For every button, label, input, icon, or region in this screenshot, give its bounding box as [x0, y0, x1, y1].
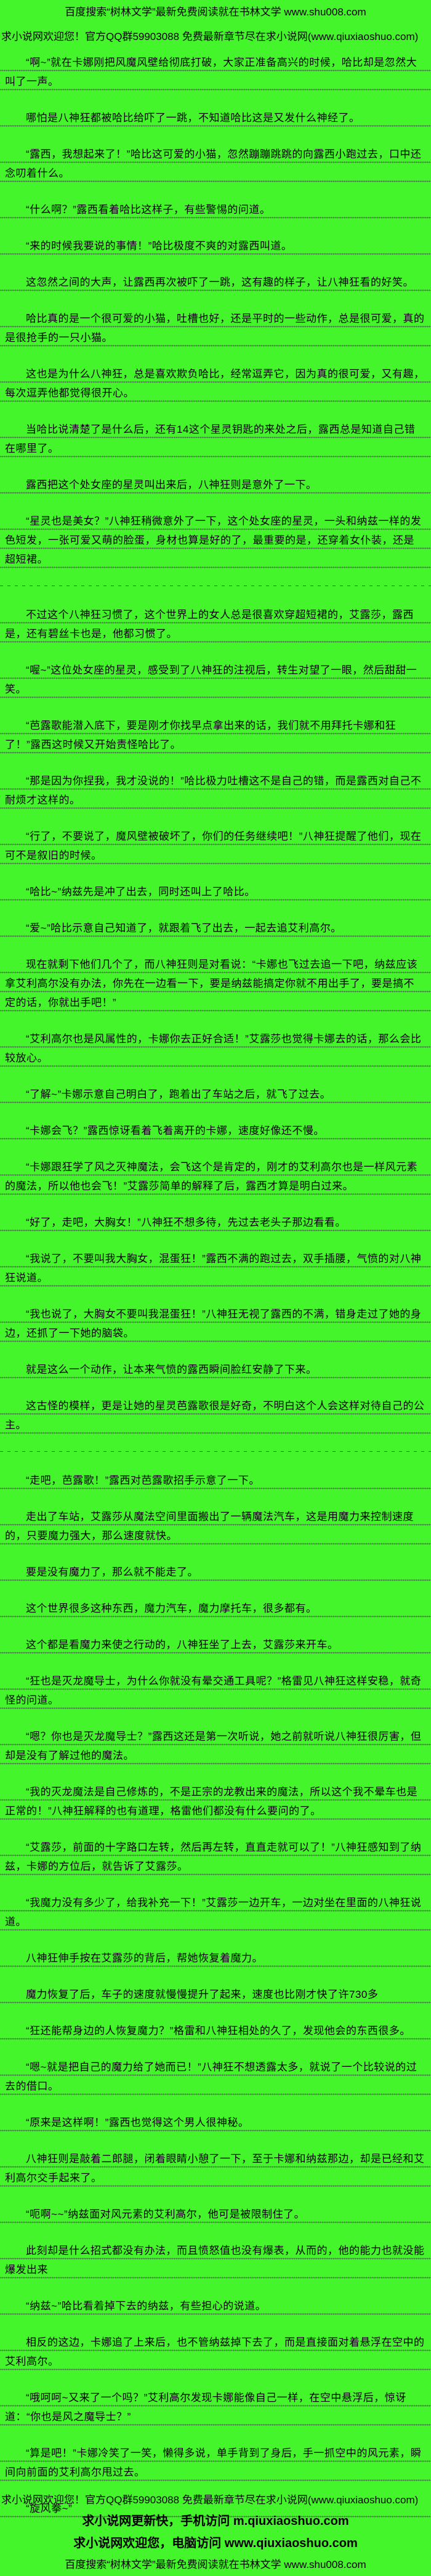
story-paragraph: “哦呵呵~又来了一个吗？”艾利高尔发现卡娜能像自己一样，在空中悬浮后，惊讶道：“… [0, 2388, 431, 2426]
story-paragraph: “嗯？你也是灭龙魔导士？”露西这还是第一次听说，她之前就听说八神狂很厉害，但却是… [0, 1727, 431, 1765]
story-paragraph: 这也是为什么八神狂，总是喜欢欺负哈比，经常逗弄它，因为真的很可爱，又有趣，每次逗… [0, 364, 431, 403]
story-paragraph: “什么啊？”露西看着哈比这样子，有些警惕的问道。 [0, 200, 431, 219]
story-paragraph: “呃啊~~”纳兹面对风元素的艾利高尔，他可是被限制住了。 [0, 2205, 431, 2224]
story-paragraph: “芭露歌能潜入底下，要是刚才你找早点拿出来的话，我们就不用拜托卡娜和狂了！”露西… [0, 716, 431, 754]
story-paragraph: “艾利高尔也是风属性的，卡娜你去正好合适！”艾露莎也觉得卡娜去的话，那么会比较放… [0, 1029, 431, 1068]
footer-promo-shu008: 百度搜索“树林文学”最新免费阅读就在书林文学 www.shu008.com [65, 2559, 366, 2570]
story-paragraph: “我魔力没有多少了，给我补充一下！”艾露莎一边开车，一边对坐在里面的八神狂说道。 [0, 1893, 431, 1931]
story-paragraph: 哪怕是八神狂都被哈比给吓了一跳，不知道哈比这是又发什么神经了。 [0, 108, 431, 127]
story-paragraph: “狂也是灭龙魔导士，为什么你就没有晕交通工具呢？”格雷见八神狂这样安稳，就奇怪的… [0, 1672, 431, 1710]
story-paragraph: 不过这个八神狂习惯了，这个世界上的女人总是很喜欢穿超短裙的，艾露莎，露西是，还有… [0, 605, 431, 643]
story-paragraph: “星灵也是美女？”八神狂稍微意外了一下，这个处女座的星灵，一头和纳兹一样的发色短… [0, 512, 431, 569]
story-paragraph: “狂还能帮身边的人恢复魔力？”格雷和八神狂相处的久了，发现他会的东西很多。 [0, 2021, 431, 2040]
story-paragraph: “露西，我想起来了！”哈比这可爱的小猫，忽然蹦蹦跳跳的向露西小跑过去，口中还念叨… [0, 145, 431, 183]
header-promo-shu008: 百度搜索“树林文学”最新免费阅读就在书林文学 www.shu008.com [65, 6, 366, 18]
story-paragraph: “好了，走吧，大胸女！”八神狂不想多待，先过去老头子那边看看。 [0, 1213, 431, 1232]
story-paragraph: 八神狂伸手按在艾露莎的背后，帮她恢复着魔力。 [0, 1949, 431, 1968]
blank-rule-line [0, 1435, 431, 1454]
story-paragraph: “爱~”哈比示意自己知道了，就跟着飞了出去，一起去追艾利高尔。 [0, 919, 431, 938]
story-paragraph: “卡娜会飞？”露西惊讶看着飞着离开的卡娜，速度好像还不慢。 [0, 1121, 431, 1140]
story-paragraph: 露西把这个处女座的星灵叫出来后，八神狂则是意外了一下。 [0, 475, 431, 494]
footer-promo-qq-group: 求小说网欢迎您！官方QQ群59903088 免费最新章节尽在求小说网(www.q… [1, 2494, 419, 2506]
story-paragraph: 这古怪的模样，更是让她的星灵芭露歌很是好奇，不明白这个人会这样对待自己的公主。 [0, 1396, 431, 1435]
header-promo-qiuxiaoshuo: 求小说网欢迎您！官方QQ群59903088 免费最新章节尽在求小说网(www.q… [1, 31, 419, 42]
story-paragraph: 这忽然之间的大声，让露西再次被吓了一跳，这有趣的样子，让八神狂看的好笑。 [0, 273, 431, 292]
story-paragraph: 这个世界很多这种东西，魔力汽车，魔力摩托车，很多都有。 [0, 1599, 431, 1618]
story-paragraph: “喔~”这位处女座的星灵，感受到了八神狂的注视后，转生对望了一眼，然后甜甜一笑。 [0, 661, 431, 699]
story-paragraph: 八神狂则是敲着二郎腿，闭着眼睛小憩了一下，至于卡娜和纳兹那边，却是已经和艾利高尔… [0, 2149, 431, 2188]
story-paragraph: 此刻却是什么招式都没有办法，而且愤怒值也没有爆表，从而的，他的能力也就没能爆发出… [0, 2241, 431, 2279]
footer-promo-pc-url: 求小说网欢迎您，电脑访问 www.qiuxiaoshuo.com [73, 2537, 358, 2550]
story-paragraph: 现在就剩下他们几个了，而八神狂则是对看说：“卡娜也飞过去追一下吧，纳兹应该拿艾利… [0, 955, 431, 1012]
story-paragraph: “我也说了，大胸女不要叫我混蛋狂！”八神狂无视了露西的不满，错身走过了她的身边，… [0, 1305, 431, 1343]
story-paragraph: “行了，不要说了，魔风壁被破坏了，你们的任务继续吧！”八神狂提醒了他们，现在可不… [0, 827, 431, 865]
story-paragraph: 哈比真的是一个很可爱的小猫，吐槽也好，还是平时的一些动作，总是很可爱，真的是很抢… [0, 309, 431, 347]
story-paragraph: 走出了车站，艾露莎从魔法空间里面搬出了一辆魔法汽车，这是用魔力来控制速度的，只要… [0, 1507, 431, 1545]
story-paragraph: 要是没有魔力了，那么就不能走了。 [0, 1563, 431, 1582]
story-paragraph: “卡娜跟狂学了风之灭神魔法，会飞这个是肯定的，刚才的艾利高尔也是一样风元素的魔法… [0, 1157, 431, 1196]
story-paragraph: “旋风拳~” [0, 2499, 431, 2518]
page-footer: 求小说网欢迎您！官方QQ群59903088 免费最新章节尽在求小说网(www.q… [0, 2492, 431, 2576]
story-paragraph: “了解~”卡娜示意自己明白了，跑着出了车站之后，就飞了过去。 [0, 1085, 431, 1104]
chapter-text: “啊~”就在卡娜刚把风魔风壁给彻底打破，大家正准备高兴的时候，哈比却是忽然大叫了… [0, 53, 431, 2518]
story-paragraph: “啊~”就在卡娜刚把风魔风壁给彻底打破，大家正准备高兴的时候，哈比却是忽然大叫了… [0, 53, 431, 91]
story-paragraph: “原来是这样啊！”露西也觉得这个男人很神秘。 [0, 2113, 431, 2132]
story-paragraph: 魔力恢复了后，车子的速度就慢慢提升了起来，速度也比刚才快了许730多 [0, 1985, 431, 2004]
story-paragraph: “我的灭龙魔法是自己修炼的，不是正宗的龙教出来的魔法，所以这个我不晕车也是正常的… [0, 1782, 431, 1821]
story-paragraph: “走吧，芭露歌！”露西对芭露歌招手示意了一下。 [0, 1471, 431, 1490]
story-paragraph: 相反的这边，卡娜追了上来后，也不管纳兹掉下去了，而是直接面对着悬浮在空中的艾利高… [0, 2333, 431, 2371]
story-paragraph: “来的时候我要说的事情！”哈比极度不爽的对露西叫道。 [0, 236, 431, 256]
story-paragraph: “算是吧！”卡娜冷笑了一笑，懒得多说，单手背到了身后，手一抓空中的风元素，瞬间向… [0, 2444, 431, 2482]
blank-rule-line [0, 569, 431, 588]
footer-promo-mobile-url: 求小说网更新快，手机访问 m.qiuxiaoshuo.com [82, 2514, 349, 2528]
story-paragraph: “那是因为你捏我，我才没说的！”哈比极力吐槽这不是自己的错，而是露西对自己不耐烦… [0, 771, 431, 810]
story-paragraph: 当哈比说清楚了是什么后，还有14这个星灵钥匙的来处之后，露西总是知道自己错在哪里… [0, 420, 431, 458]
story-paragraph: “艾露莎，前面的十字路口左转，然后再左转，直直走就可以了！”八神狂感知到了纳兹，… [0, 1838, 431, 1876]
story-paragraph: “我说了，不要叫我大胸女，混蛋狂！”露西不满的跑过去，双手插腰，气愤的对八神狂说… [0, 1249, 431, 1287]
story-paragraph: “哈比~”纳兹先是冲了出去，同时还叫上了哈比。 [0, 882, 431, 901]
page-header: 百度搜索“树林文学”最新免费阅读就在书林文学 www.shu008.com 求小… [0, 0, 431, 44]
story-paragraph: 这个都是看魔力来使之行动的，八神狂坐了上去，艾露莎来开车。 [0, 1635, 431, 1654]
story-paragraph: “嗯~就是把自己的魔力给了她而已！”八神狂不想透露太多，就说了一个比较说的过去的… [0, 2058, 431, 2096]
story-paragraph: “纳兹~”哈比看着掉下去的纳兹，有些担心的说道。 [0, 2296, 431, 2316]
story-paragraph: 就是这么一个动作，让本来气愤的露西瞬间脸红安静了下来。 [0, 1360, 431, 1379]
